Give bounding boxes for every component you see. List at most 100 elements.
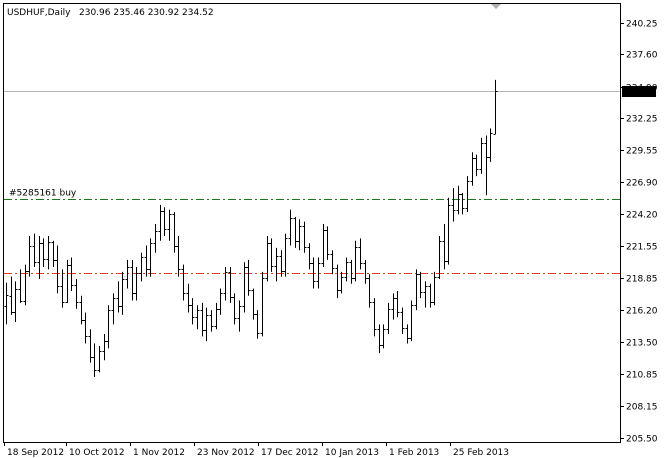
ohlc-bar	[167, 209, 172, 241]
y-tick-label: 229.55	[626, 147, 658, 157]
ohlc-bar	[83, 312, 88, 344]
y-tick-label: 224.20	[626, 211, 658, 221]
ohlc-bar	[428, 283, 433, 308]
y-tick-label: 226.90	[626, 179, 658, 189]
ohlc-bar	[442, 224, 447, 270]
ohlc-bar	[372, 298, 377, 337]
ohlc-bars	[4, 79, 498, 378]
ohlc-bar	[232, 293, 237, 325]
ohlc-bar	[353, 240, 358, 282]
ohlc-bar	[218, 288, 223, 315]
ohlc-bar	[172, 212, 177, 253]
ohlc-bar	[255, 310, 260, 339]
y-tick-label: 218.85	[626, 275, 658, 285]
ohlc-bar	[111, 293, 116, 325]
ohlc-bar	[456, 185, 461, 215]
ohlc-bar	[148, 238, 153, 277]
ohlc-bar	[283, 233, 288, 277]
ohlc-bar	[414, 269, 419, 311]
ohlc-bar	[223, 267, 228, 301]
chart-shift-marker-icon[interactable]	[491, 4, 501, 9]
ohlc-bar	[330, 250, 335, 275]
ohlc-bar	[470, 152, 475, 186]
ohlc-bar	[74, 278, 79, 309]
ohlc-bar	[479, 137, 484, 174]
ohlc-bar	[493, 79, 498, 135]
ohlc-bar	[181, 264, 186, 301]
ohlc-bar	[27, 235, 32, 277]
price-tag-value: 234.52	[625, 87, 657, 97]
ohlc-readout: 230.96 235.46 230.92 234.52	[79, 8, 214, 18]
ohlc-bar	[55, 245, 60, 294]
plot-frame	[3, 3, 621, 443]
y-tick-label: 237.60	[626, 51, 658, 61]
ohlc-bar	[474, 154, 479, 177]
ohlc-bar	[79, 295, 84, 325]
y-tick-label: 216.20	[626, 307, 658, 317]
x-tick-label: 18 Sep 2012	[7, 448, 64, 458]
ohlc-bar	[69, 257, 74, 291]
ohlc-bar	[460, 192, 465, 215]
ohlc-bar	[367, 274, 372, 308]
ohlc-bar	[316, 257, 321, 289]
ohlc-bar	[484, 135, 489, 196]
ohlc-bar	[386, 302, 391, 334]
order-label: #5285161 buy	[9, 189, 77, 199]
ohlc-bar	[200, 302, 205, 337]
x-tick-label: 23 Nov 2012	[197, 448, 255, 458]
y-tick-label: 240.25	[626, 20, 658, 30]
ohlc-bar	[344, 257, 349, 282]
ohlc-bar	[13, 281, 18, 323]
ohlc-bar	[251, 288, 256, 320]
ohlc-bar	[269, 238, 274, 272]
symbol-timeframe: USDHUF,Daily	[7, 8, 71, 18]
ohlc-bar	[120, 271, 125, 315]
ohlc-bar	[139, 252, 144, 282]
ohlc-bar	[190, 298, 195, 325]
x-tick-label: 1 Feb 2013	[389, 448, 439, 458]
ohlc-bar	[51, 240, 56, 268]
ohlc-bar	[321, 224, 326, 268]
ohlc-bar	[237, 300, 242, 332]
y-tick-label: 208.15	[626, 403, 658, 413]
y-tick-label: 221.55	[626, 243, 658, 253]
ohlc-bar	[130, 259, 135, 301]
ohlc-bar	[162, 207, 167, 236]
ohlc-bar	[37, 235, 42, 279]
ohlc-bar	[92, 343, 97, 378]
ohlc-bar	[88, 329, 93, 363]
ohlc-bar	[335, 264, 340, 299]
ohlc-bar	[423, 281, 428, 308]
current-price-tag: 234.52	[622, 86, 657, 97]
ohlc-bar	[106, 305, 111, 349]
ohlc-bar	[9, 276, 14, 315]
ohlc-bar	[325, 226, 330, 260]
time-axis[interactable]: 18 Sep 2012 10 Oct 2012 1 Nov 2012 23 Nov 2…	[4, 442, 510, 458]
ohlc-bar	[32, 233, 37, 268]
x-tick-label: 17 Dec 2012	[261, 448, 319, 458]
ohlc-bar	[288, 209, 293, 246]
ohlc-bar	[214, 302, 219, 330]
ohlc-bar	[297, 219, 302, 251]
ohlc-bar	[437, 235, 442, 279]
y-tick-label: 205.50	[626, 435, 658, 445]
ohlc-bar	[23, 264, 28, 306]
ohlc-bar	[381, 324, 386, 349]
ohlc-bar	[279, 250, 284, 277]
ohlc-bar	[209, 310, 214, 332]
ohlc-bar	[46, 235, 51, 270]
ohlc-bar	[144, 245, 149, 277]
ohlc-bar	[97, 345, 102, 373]
ohlc-bar	[358, 238, 363, 270]
ohlc-bar	[176, 235, 181, 277]
ohlc-bar	[395, 290, 400, 318]
ohlc-bar	[488, 128, 493, 162]
ohlc-bar	[242, 262, 247, 313]
ohlc-bar	[186, 283, 191, 313]
ohlc-bar	[260, 271, 265, 337]
y-tick-label: 213.50	[626, 339, 658, 349]
price-tag-background	[622, 86, 656, 97]
x-tick-label: 10 Oct 2012	[69, 448, 125, 458]
